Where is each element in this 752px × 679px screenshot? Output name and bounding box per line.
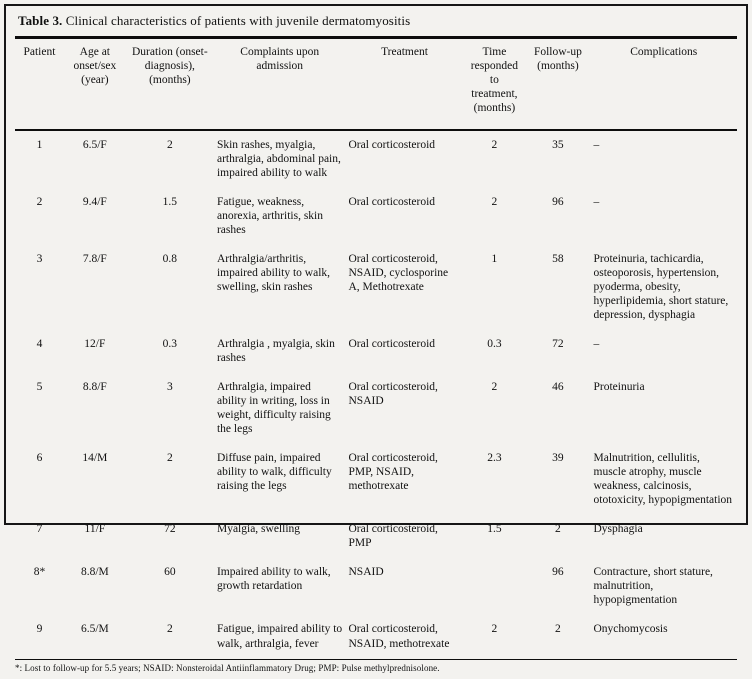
column-header: Patient [23, 46, 56, 58]
clinical-characteristics-table: Patient Age at onset/sex (year) Duration (… [15, 39, 737, 659]
table-cell: 7 [36, 523, 43, 536]
table-cell: 96 [552, 566, 564, 579]
table-cell: 2 [555, 523, 561, 536]
table-cell: 2 [166, 139, 173, 152]
table-cell: Oral corticosteroid [348, 196, 436, 209]
table-row: 6 14/M 2 Diffuse pain, impaired ability to … [15, 444, 737, 515]
table-cell: 7.8/F [82, 253, 107, 266]
table-row: 9 6.5/M 2 Fatigue, impaired ability to walk… [15, 615, 737, 658]
table-cell: Arthralgia , myalgia, skin rashes [216, 338, 335, 365]
paper-table-figure: Table 3. Clinical characteristics of pat… [4, 4, 748, 673]
table-cell: Oral corticosteroid, NSAID, cyclosporine… [348, 253, 449, 294]
table-cell: 72 [164, 523, 176, 536]
table-cell: Impaired ability to walk, growth retarda… [216, 566, 331, 593]
table-cell [464, 558, 526, 615]
table-header: Patient Age at onset/sex (year) Duration (… [15, 39, 737, 131]
table-cell: NSAID [348, 566, 384, 579]
table-cell: Myalgia, swelling [216, 523, 301, 536]
column-header: Follow-up (months) [533, 46, 582, 73]
column-header: Complications [630, 46, 698, 58]
table-cell: 1 [36, 139, 43, 152]
table-cell: 2 [491, 196, 498, 209]
table-cell: – [593, 139, 600, 152]
header-row: Patient Age at onset/sex (year) Duration (… [15, 39, 737, 131]
table-cell: 35 [552, 139, 564, 152]
table-cell: 2 [555, 623, 561, 636]
table-title-text: Clinical characteristics of patients wit… [62, 13, 411, 28]
table-row: 7 11/F 72 Myalgia, swelling Oral corticoster… [15, 515, 737, 558]
table-row: 1 6.5/F 2 Skin rashes, myalgia, arthralgia,… [15, 130, 737, 188]
table-cell: 1.5 [162, 196, 178, 209]
table-cell: Onychomycosis [593, 623, 668, 636]
table-cell: Contracture, short stature, malnutrition… [593, 566, 713, 607]
table-cell: 1 [491, 253, 498, 266]
table-cell: 6.5/F [82, 139, 107, 152]
table-cell: Oral corticosteroid [348, 338, 436, 351]
table-cell: 3 [36, 253, 43, 266]
table-cell: Dysphagia [593, 523, 643, 536]
table-row: 8* 8.8/M 60 Impaired ability to walk, growt… [15, 558, 737, 615]
table-cell: 46 [552, 381, 564, 394]
table-cell: 8* [33, 566, 46, 579]
table-cell: 2 [36, 196, 43, 209]
table-cell: Oral corticosteroid, NSAID, methotrexate [348, 623, 450, 650]
table-cell: – [593, 196, 600, 209]
table-cell: 2 [491, 139, 498, 152]
table-cell: 8.8/F [82, 381, 107, 394]
table-cell: 2 [491, 623, 498, 636]
table-cell: 12/F [84, 338, 106, 351]
table-title: Table 3. Clinical characteristics of pat… [15, 6, 737, 39]
table-cell: Arthralgia/arthritis, impaired ability t… [216, 253, 331, 294]
table-cell: 60 [164, 566, 176, 579]
table-cell: 9 [36, 623, 43, 636]
table-cell: Oral corticosteroid, PMP, NSAID, methotr… [348, 452, 438, 493]
table-cell: 2 [166, 623, 173, 636]
table-cell: 0.8 [162, 253, 178, 266]
table-cell: Oral corticosteroid, NSAID [348, 381, 438, 408]
table-body: 1 6.5/F 2 Skin rashes, myalgia, arthralgia,… [15, 130, 737, 658]
table-cell: 6 [36, 452, 43, 465]
column-header: Complaints upon admission [240, 46, 320, 73]
table-row: 5 8.8/F 3 Arthralgia, impaired ability in w… [15, 373, 737, 444]
table-frame: Table 3. Clinical characteristics of pat… [4, 4, 748, 673]
table-cell: 72 [552, 338, 564, 351]
column-header: Age at onset/sex (year) [73, 46, 117, 87]
table-cell: 11/F [84, 523, 106, 536]
table-cell: Fatigue, weakness, anorexia, arthritis, … [216, 196, 323, 237]
table-row: 4 12/F 0.3 Arthralgia , myalgia, skin rashe… [15, 330, 737, 373]
table-cell: 5 [36, 381, 43, 394]
table-cell: 2.3 [487, 452, 502, 465]
table-cell: 0.3 [162, 338, 178, 351]
column-header: Duration (onset-diagnosis), (months) [132, 46, 208, 87]
table-cell: Oral corticosteroid, PMP [348, 523, 438, 550]
table-cell: Proteinuria [593, 381, 645, 394]
table-cell: 2 [166, 452, 173, 465]
table-cell: 6.5/M [80, 623, 109, 636]
table-cell: 8.8/M [80, 566, 109, 579]
table-cell: 3 [166, 381, 173, 394]
table-cell: 14/M [82, 452, 108, 465]
table-cell: 0.3 [487, 338, 502, 351]
table-number: Table 3. [18, 13, 63, 28]
column-header: Treatment [381, 46, 428, 58]
column-header: Time responded to treatment, (months) [470, 46, 519, 115]
table-cell: 2 [491, 381, 498, 394]
table-cell: Fatigue, impaired ability to walk, arthr… [216, 623, 343, 650]
table-cell: – [593, 338, 600, 351]
table-cell: 96 [552, 196, 564, 209]
table-cell: Proteinuria, tachicardia, osteoporosis, … [593, 253, 729, 322]
table-cell: 1.5 [487, 523, 502, 536]
table-row: 2 9.4/F 1.5 Fatigue, weakness, anorexia, ar… [15, 188, 737, 245]
table-cell: Arthralgia, impaired ability in writing,… [216, 381, 331, 436]
table-cell: Skin rashes, myalgia, arthralgia, abdomi… [216, 139, 341, 180]
table-cell: Malnutrition, cellulitis, muscle atrophy… [593, 452, 733, 507]
table-cell: 9.4/F [82, 196, 107, 209]
table-cell: Diffuse pain, impaired ability to walk, … [216, 452, 332, 493]
table-cell: 39 [552, 452, 564, 465]
table-cell: Oral corticosteroid [348, 139, 436, 152]
table-cell: 4 [36, 338, 43, 351]
table-row: 3 7.8/F 0.8 Arthralgia/arthritis, impaired … [15, 245, 737, 330]
table-cell: 58 [552, 253, 564, 266]
table-footnote: *: Lost to follow-up for 5.5 years; NSAI… [15, 662, 440, 673]
